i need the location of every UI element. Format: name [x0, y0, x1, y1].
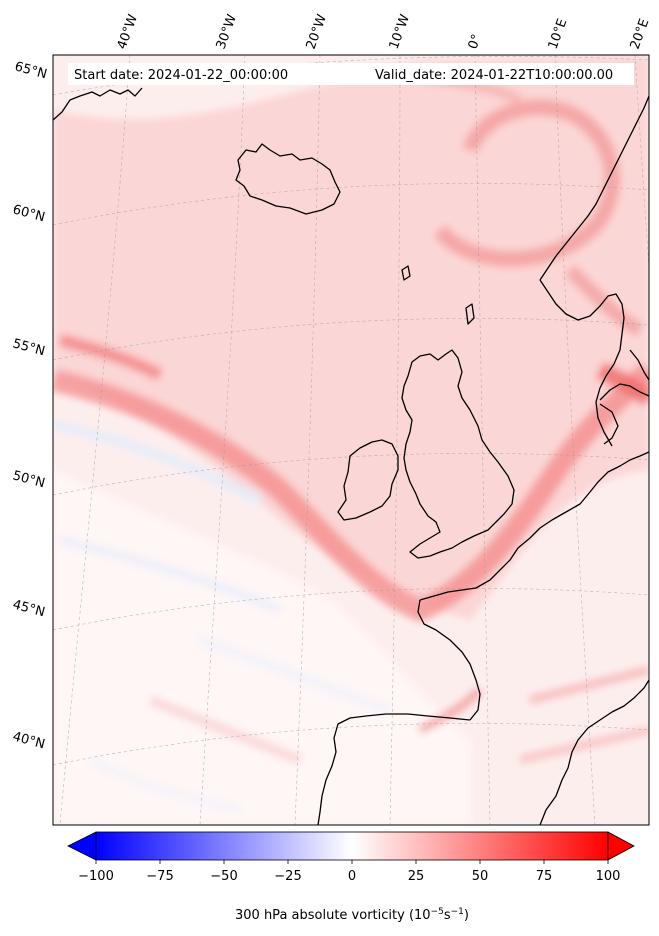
lon-label-0: 0°: [466, 32, 485, 51]
lon-label-20e: 20°E: [628, 17, 653, 52]
info-bar: [68, 63, 634, 85]
colorbar-ticks: −100 −75 −50 −25 0 25 50 75 100: [78, 860, 620, 884]
colorbar-tick-label: −100: [78, 869, 114, 884]
lat-label-55n: 55°N: [11, 336, 47, 359]
start-date-label: Start date: 2024-01-22_00:00:00: [74, 68, 288, 83]
colorbar-tick-label: −75: [146, 869, 173, 884]
colorbar-body: [95, 831, 609, 861]
colorbar-tick-label: −25: [274, 869, 301, 884]
lat-label-60n: 60°N: [11, 202, 47, 225]
map-panel: Start date: 2024-01-22_00:00:00 Valid_da…: [53, 55, 649, 825]
colorbar-tick-label: 25: [408, 869, 425, 884]
vorticity-field: [53, 55, 649, 825]
colorbar-tick-label: 50: [472, 869, 489, 884]
map-frame: [52, 54, 650, 826]
lat-label-40n: 40°N: [11, 729, 47, 752]
colorbar-title: 300 hPa absolute vorticity (10−5s−1): [235, 907, 469, 923]
lon-label-20w: 20°W: [304, 12, 330, 51]
graticule: [53, 55, 649, 825]
colorbar-tick-label: 100: [596, 869, 621, 884]
lon-label-10e: 10°E: [546, 17, 571, 52]
longitude-labels: 40°W 30°W 20°W 10°W 0° 10°E 20°E: [115, 12, 653, 51]
coastlines: [53, 87, 649, 825]
valid-date-label: Valid_date: 2024-01-22T10:00:00.00: [375, 68, 613, 83]
lon-label-30w: 30°W: [214, 12, 240, 51]
colorbar-extend-min: [67, 831, 97, 861]
latitude-labels: 65°N 60°N 55°N 50°N 45°N 40°N: [11, 59, 49, 752]
colorbar-tick-label: 0: [348, 869, 356, 884]
colorbar: −100 −75 −50 −25 0 25 50 75 100 300 hPa absolute…: [67, 831, 635, 923]
lon-label-40w: 40°W: [115, 12, 141, 51]
lat-label-65n: 65°N: [13, 59, 49, 82]
lon-label-10w: 10°W: [387, 12, 413, 51]
colorbar-extend-max: [607, 831, 635, 861]
colorbar-tick-label: −50: [210, 869, 237, 884]
colorbar-tick-label: 75: [536, 869, 553, 884]
lat-label-50n: 50°N: [11, 468, 47, 491]
lat-label-45n: 45°N: [11, 597, 47, 620]
